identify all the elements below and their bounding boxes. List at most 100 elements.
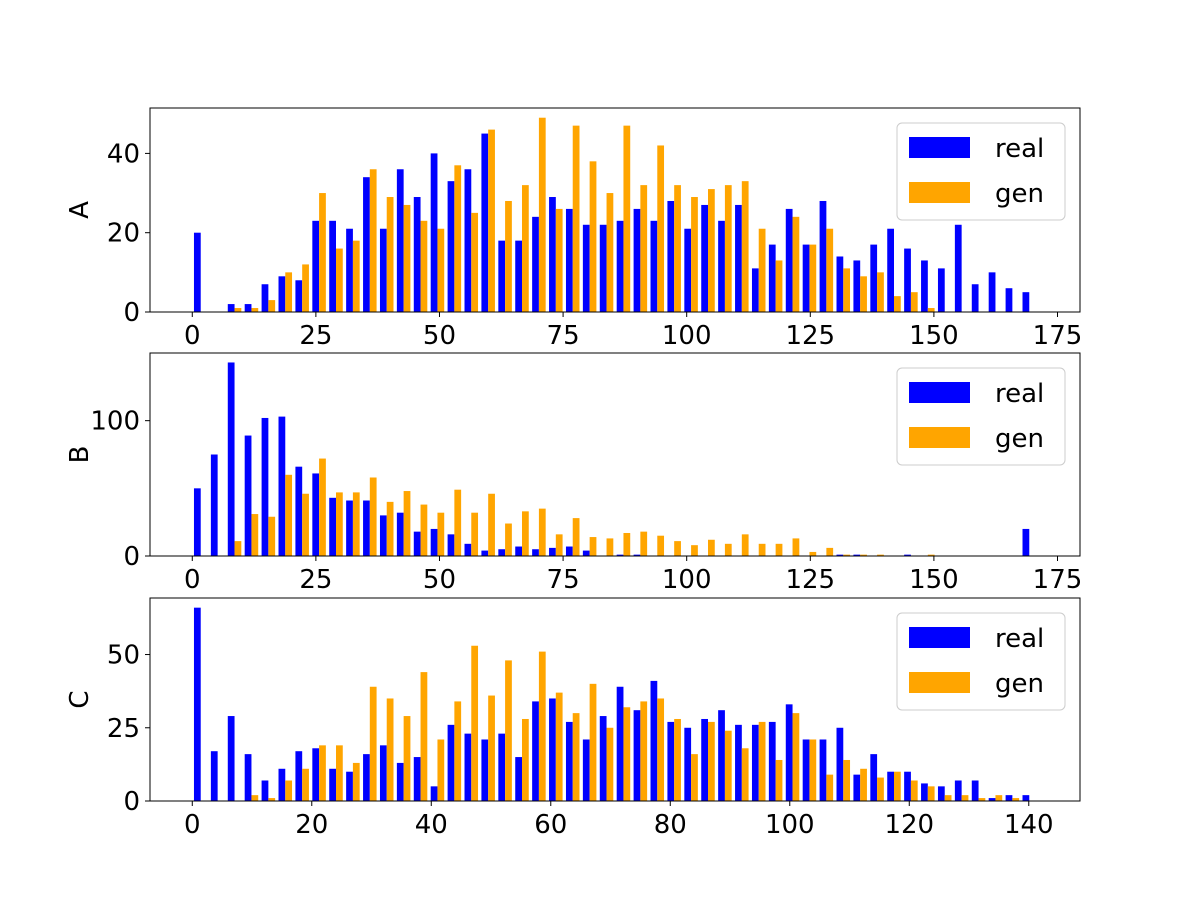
x-tick-label: 175 bbox=[1033, 321, 1083, 351]
bar bbox=[193, 232, 201, 312]
bar bbox=[657, 698, 665, 801]
bar bbox=[616, 554, 624, 556]
bar bbox=[295, 751, 303, 801]
bar bbox=[505, 523, 512, 556]
legend-label: gen bbox=[995, 669, 1044, 699]
legend-label: real bbox=[995, 624, 1044, 654]
bar bbox=[565, 721, 573, 801]
bar bbox=[515, 546, 522, 556]
bar bbox=[792, 216, 800, 312]
bar bbox=[988, 272, 996, 312]
bar bbox=[488, 493, 495, 556]
bar bbox=[403, 491, 411, 556]
bar bbox=[336, 745, 343, 801]
legend-swatch bbox=[909, 427, 970, 448]
bar bbox=[268, 300, 276, 312]
bar bbox=[910, 780, 918, 801]
bar bbox=[379, 228, 387, 312]
legend-label: gen bbox=[995, 424, 1044, 454]
bar bbox=[887, 228, 894, 312]
bar bbox=[877, 272, 884, 312]
bar bbox=[650, 680, 658, 801]
bar bbox=[870, 244, 878, 312]
legend-label: real bbox=[995, 134, 1044, 164]
y-tick-label: 25 bbox=[107, 714, 140, 744]
bar bbox=[785, 208, 793, 312]
bar bbox=[312, 220, 320, 312]
x-tick-label: 150 bbox=[909, 565, 959, 595]
bar bbox=[735, 724, 742, 801]
bar bbox=[606, 727, 614, 801]
bar bbox=[352, 492, 360, 556]
bar bbox=[667, 200, 675, 312]
bar bbox=[775, 260, 783, 312]
bar bbox=[522, 185, 529, 312]
bar bbox=[481, 133, 489, 312]
bar bbox=[724, 730, 732, 801]
bar bbox=[532, 701, 539, 801]
bar bbox=[785, 704, 793, 801]
bar bbox=[843, 554, 851, 556]
x-tick-label: 40 bbox=[415, 810, 448, 840]
bar bbox=[319, 458, 326, 556]
bar bbox=[505, 660, 512, 801]
axes-frame bbox=[149, 107, 1081, 313]
bar bbox=[616, 220, 624, 312]
bar bbox=[708, 189, 715, 312]
bar bbox=[589, 683, 597, 801]
bar bbox=[708, 539, 715, 556]
bar bbox=[640, 701, 648, 801]
bar bbox=[927, 786, 935, 801]
y-tick-label: 40 bbox=[107, 139, 140, 169]
bar bbox=[1022, 528, 1030, 556]
x-tick-label: 50 bbox=[423, 321, 456, 351]
bar bbox=[363, 177, 370, 312]
bar bbox=[836, 554, 844, 556]
bar bbox=[1022, 795, 1030, 801]
bar bbox=[515, 757, 522, 801]
bar bbox=[623, 125, 631, 312]
bar bbox=[555, 534, 563, 556]
bar bbox=[1022, 292, 1030, 312]
bar bbox=[589, 537, 597, 556]
bar bbox=[904, 554, 911, 556]
bar bbox=[860, 554, 867, 556]
bar bbox=[488, 695, 495, 801]
bar bbox=[437, 512, 445, 556]
bar bbox=[261, 417, 269, 556]
bar bbox=[454, 701, 462, 801]
bar bbox=[481, 550, 489, 556]
bar bbox=[944, 795, 952, 801]
bar bbox=[278, 768, 286, 801]
bar bbox=[193, 488, 201, 556]
bar bbox=[565, 208, 573, 312]
x-tick-label: 25 bbox=[299, 321, 332, 351]
bar bbox=[843, 268, 851, 312]
bar bbox=[1005, 288, 1013, 312]
bar bbox=[792, 713, 800, 801]
bar bbox=[606, 193, 614, 312]
bar bbox=[826, 547, 834, 556]
bar bbox=[447, 534, 455, 556]
bar bbox=[319, 193, 326, 312]
bar bbox=[836, 256, 844, 312]
bar bbox=[684, 727, 692, 801]
bar bbox=[894, 296, 901, 312]
bar bbox=[227, 716, 235, 801]
bar bbox=[413, 531, 421, 556]
bar bbox=[302, 768, 309, 801]
bar bbox=[853, 260, 861, 312]
bar bbox=[843, 759, 851, 801]
bar bbox=[640, 185, 648, 312]
bar bbox=[674, 541, 681, 556]
bar bbox=[498, 733, 506, 801]
legend-swatch bbox=[909, 382, 970, 403]
bar bbox=[471, 512, 479, 556]
bar bbox=[921, 260, 928, 312]
bar bbox=[853, 554, 861, 556]
bar bbox=[413, 197, 421, 312]
bar bbox=[403, 716, 411, 801]
bar bbox=[538, 508, 546, 556]
bar bbox=[420, 672, 428, 801]
